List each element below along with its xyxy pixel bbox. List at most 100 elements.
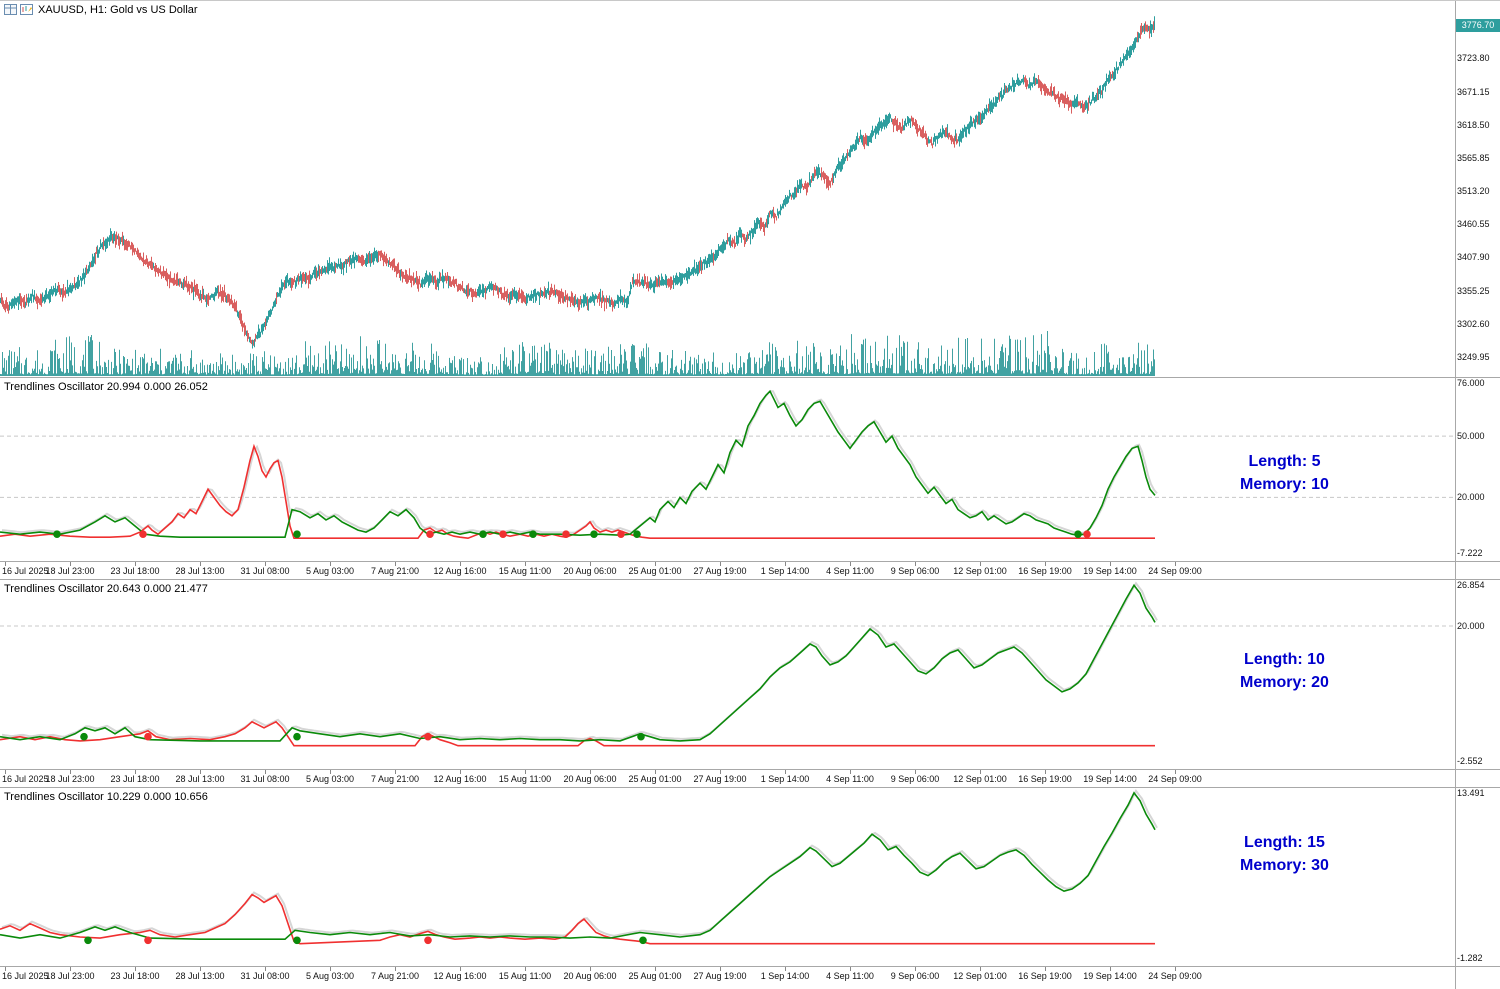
time-tick (785, 967, 786, 971)
time-tick (135, 770, 136, 774)
time-axis-label: 19 Sep 14:00 (1083, 774, 1137, 784)
time-tick (915, 770, 916, 774)
sell-signal-dot (1083, 530, 1091, 538)
time-axis-label: 5 Aug 03:00 (305, 971, 355, 981)
indicator-axis-label: 20.000 (1457, 621, 1485, 632)
time-axis-label: 16 Jul 2025 (2, 971, 49, 981)
time-axis-label: 20 Aug 06:00 (563, 774, 617, 784)
price-chart-canvas[interactable] (0, 1, 1500, 377)
indicator-axis-label: 50.000 (1457, 431, 1485, 442)
panel-separator[interactable] (0, 787, 1500, 788)
time-tick (330, 562, 331, 566)
annotation-1: Length: 5 Memory: 10 (1192, 450, 1377, 496)
time-tick (200, 770, 201, 774)
time-tick (1110, 770, 1111, 774)
buy-signal-dot (637, 732, 645, 741)
time-axis-label: 12 Aug 16:00 (433, 774, 487, 784)
chart-grid-icon[interactable] (4, 4, 17, 15)
indicator-axis-label: 20.000 (1457, 492, 1485, 503)
time-tick (395, 967, 396, 971)
time-tick (70, 967, 71, 971)
time-axis-label: 19 Sep 14:00 (1083, 566, 1137, 576)
time-axis-label: 16 Sep 19:00 (1018, 566, 1072, 576)
time-axis-label: 16 Jul 2025 (2, 774, 49, 784)
time-axis-label: 9 Sep 06:00 (890, 971, 940, 981)
time-axis-2[interactable]: 16 Jul 2025 18 Jul 23:00 23 Jul 18:00 28 Ju… (0, 770, 1455, 787)
time-axis-3[interactable]: 16 Jul 2025 18 Jul 23:00 23 Jul 18:00 28 Ju… (0, 967, 1455, 989)
oscillator-canvas-2[interactable] (0, 580, 1500, 769)
time-axis-label: 23 Jul 18:00 (110, 971, 160, 981)
time-axis-label: 12 Sep 01:00 (953, 774, 1007, 784)
time-tick (850, 562, 851, 566)
time-axis-label: 9 Sep 06:00 (890, 774, 940, 784)
time-tick (5, 967, 6, 971)
price-axis-label: 3460.55 (1457, 219, 1490, 230)
panel-separator[interactable] (0, 579, 1500, 580)
time-tick (460, 562, 461, 566)
price-chart-panel[interactable] (0, 1, 1500, 377)
time-tick (200, 967, 201, 971)
panel-separator[interactable] (0, 966, 1500, 967)
panel-separator[interactable] (0, 769, 1500, 770)
time-axis-label: 1 Sep 14:00 (760, 774, 810, 784)
time-tick (200, 562, 201, 566)
oscillator-canvas-1[interactable] (0, 378, 1500, 561)
time-tick (720, 770, 721, 774)
time-axis-label: 31 Jul 08:00 (240, 774, 290, 784)
time-axis-label: 16 Jul 2025 (2, 566, 49, 576)
buy-signal-dot (633, 530, 641, 538)
sell-signal-dot (139, 530, 147, 538)
time-axis-label: 27 Aug 19:00 (693, 774, 747, 784)
oscillator-panel-3[interactable] (0, 788, 1500, 966)
time-axis-label: 12 Sep 01:00 (953, 971, 1007, 981)
chart-candles-icon[interactable] (20, 4, 33, 15)
time-tick (655, 770, 656, 774)
time-axis-label: 31 Jul 08:00 (240, 566, 290, 576)
time-tick (980, 770, 981, 774)
oscillator-panel-2[interactable] (0, 580, 1500, 769)
time-axis-label: 18 Jul 23:00 (45, 774, 95, 784)
oscillator-panel-1[interactable] (0, 378, 1500, 561)
chart-title: XAUUSD, H1: Gold vs US Dollar (38, 4, 198, 16)
time-axis-label: 9 Sep 06:00 (890, 566, 940, 576)
buy-signal-dot (293, 936, 301, 945)
sell-signal-dot (144, 936, 152, 945)
annotation-length-3: Length: 15 (1244, 834, 1325, 851)
time-tick (850, 770, 851, 774)
indicator-label-1: Trendlines Oscillator 20.994 0.000 26.05… (4, 381, 208, 393)
time-tick (70, 562, 71, 566)
time-axis-label: 1 Sep 14:00 (760, 566, 810, 576)
price-scale[interactable]: 3776.70 3723.80 3671.15 3618.50 3565.85 3513.… (1457, 1, 1500, 989)
sell-signal-dot (424, 936, 432, 945)
price-axis-label: 3618.50 (1457, 119, 1490, 130)
time-axis-label: 16 Sep 19:00 (1018, 971, 1072, 981)
time-tick (980, 967, 981, 971)
time-tick (265, 770, 266, 774)
time-axis-label: 7 Aug 21:00 (370, 971, 420, 981)
buy-signal-dot (479, 530, 487, 538)
time-tick (980, 562, 981, 566)
time-axis-label: 27 Aug 19:00 (693, 566, 747, 576)
time-tick (135, 562, 136, 566)
time-tick (5, 562, 6, 566)
time-axis-label: 25 Aug 01:00 (628, 971, 682, 981)
time-tick (720, 562, 721, 566)
price-axis-label: 3671.15 (1457, 86, 1490, 97)
panel-separator[interactable] (0, 561, 1500, 562)
time-tick (785, 770, 786, 774)
time-axis-label: 25 Aug 01:00 (628, 566, 682, 576)
current-price-tag: 3776.70 (1456, 19, 1500, 32)
buy-signal-dot (529, 530, 537, 538)
panel-separator[interactable] (0, 377, 1500, 378)
time-axis-label: 12 Sep 01:00 (953, 566, 1007, 576)
time-axis-1[interactable]: 16 Jul 2025 18 Jul 23:00 23 Jul 18:00 28 Ju… (0, 562, 1455, 579)
price-axis-label: 3355.25 (1457, 285, 1490, 296)
oscillator-canvas-3[interactable] (0, 788, 1500, 966)
time-axis-label: 28 Jul 13:00 (175, 971, 225, 981)
indicator-axis-label: -1.282 (1457, 953, 1483, 963)
buy-signal-dot (639, 936, 647, 945)
buy-signal-dot (80, 732, 88, 741)
price-axis-label: 3723.80 (1457, 53, 1490, 64)
time-axis-label: 24 Sep 09:00 (1148, 971, 1202, 981)
time-tick (1175, 770, 1176, 774)
